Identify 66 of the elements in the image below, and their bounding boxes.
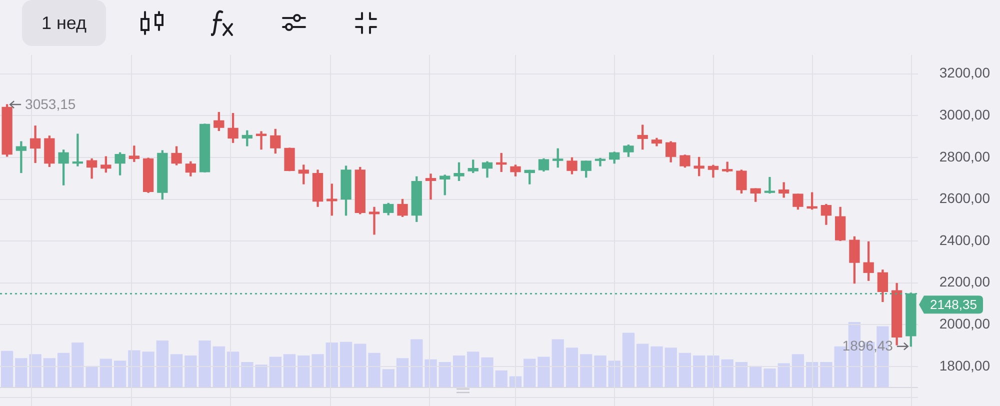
bar [255, 364, 268, 387]
bar [438, 362, 451, 387]
bar [100, 358, 112, 387]
bar [524, 358, 536, 387]
bar [538, 356, 550, 387]
bar [241, 362, 254, 387]
bar [396, 358, 409, 387]
bar [552, 338, 564, 387]
bar [664, 347, 677, 387]
bar [707, 355, 720, 387]
bar [678, 352, 692, 387]
bar [170, 354, 183, 387]
bar [721, 359, 734, 387]
bar [481, 357, 494, 387]
bar [452, 355, 466, 387]
bar [636, 343, 649, 387]
bar [354, 343, 366, 387]
bar [298, 355, 310, 387]
y-tick-label: 3000,00 [939, 106, 990, 122]
candlestick [764, 176, 776, 194]
bar [566, 347, 578, 387]
bar [778, 362, 790, 387]
bar [764, 368, 776, 387]
candlestick [256, 131, 267, 150]
bar [212, 346, 225, 387]
bar [792, 354, 804, 387]
bar [198, 340, 211, 387]
bar [269, 356, 282, 387]
candlestick [368, 206, 380, 235]
bar [312, 354, 324, 387]
bar [750, 366, 762, 387]
y-tick-label: 2800,00 [939, 148, 990, 164]
candlestick [72, 134, 84, 166]
y-tick-label: 2600,00 [939, 190, 990, 206]
bar [735, 362, 748, 387]
y-tick-label: 2200,00 [939, 274, 990, 290]
bar [368, 352, 380, 387]
annotation: 3053,15 [25, 96, 76, 112]
bar [156, 340, 168, 387]
bar [693, 355, 706, 387]
bar [0, 350, 14, 387]
bar [283, 354, 296, 387]
bar [43, 358, 56, 387]
bar [142, 351, 154, 387]
y-tick-label: 2400,00 [939, 232, 990, 248]
annotation: 1896,43 [842, 338, 894, 354]
bar [467, 351, 480, 387]
candlestick [425, 174, 436, 200]
bar [340, 342, 352, 387]
candlestick [16, 141, 27, 174]
bar [580, 354, 592, 387]
bar [114, 360, 126, 387]
bar [184, 355, 197, 387]
y-tick-label: 2000,00 [939, 316, 990, 332]
bar [622, 332, 635, 387]
y-tick-label: 1800,00 [939, 357, 990, 374]
bar [382, 368, 394, 387]
bar [594, 355, 606, 387]
bar [495, 370, 508, 387]
period-button: 1 нед [22, 0, 106, 46]
ref-line-label: 2148,35 [930, 296, 977, 312]
bar [57, 352, 70, 387]
bar [424, 359, 437, 387]
bar [410, 338, 423, 387]
y-tick-label: 3200,00 [939, 64, 990, 81]
bar [650, 346, 663, 387]
